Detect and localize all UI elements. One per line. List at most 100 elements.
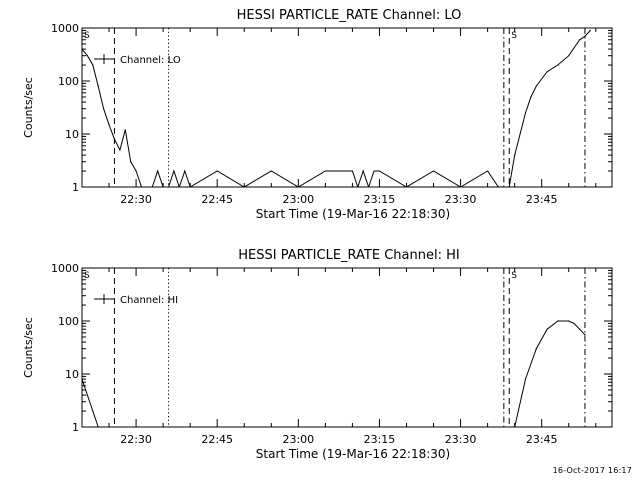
- series-line-0: [82, 30, 591, 187]
- legend-label: Channel: LO: [120, 55, 181, 66]
- data-point: [568, 320, 570, 322]
- y-tick-label: 1: [72, 421, 79, 434]
- data-point: [167, 186, 170, 187]
- data-point: [589, 29, 591, 32]
- data-point: [162, 186, 164, 187]
- data-point: [524, 112, 527, 114]
- data-point: [351, 170, 354, 172]
- x-tick-label: 23:00: [282, 433, 314, 446]
- legend-label: Channel: HI: [120, 295, 178, 306]
- x-tick-label: 23:45: [526, 193, 558, 206]
- data-point: [173, 170, 175, 172]
- y-tick-label: 100: [58, 75, 79, 88]
- footer-timestamp: 16-Oct-2017 16:17: [552, 466, 632, 475]
- chart-panel-0: HESSI PARTICLE_RATE Channel: LO 1 10 100 100…: [22, 8, 613, 221]
- data-point: [113, 138, 116, 140]
- data-point: [378, 170, 381, 172]
- data-point: [146, 186, 148, 187]
- data-point: [189, 186, 191, 187]
- data-point: [216, 170, 218, 172]
- data-point: [297, 186, 299, 187]
- data-point: [270, 170, 272, 172]
- data-point: [130, 161, 132, 163]
- y-axis-label: Counts/sec: [22, 77, 35, 138]
- data-point: [530, 96, 532, 98]
- data-point: [535, 348, 537, 350]
- y-axis-label: Counts/sec: [22, 317, 35, 378]
- data-point: [373, 170, 375, 172]
- data-point: [578, 39, 581, 41]
- data-point: [92, 64, 94, 66]
- data-point: [119, 149, 121, 151]
- x-axis-label: Start Time (19-Mar-16 22:18:30): [256, 447, 450, 461]
- y-tick-label: 10: [65, 368, 79, 381]
- x-tick-label: 23:15: [364, 433, 396, 446]
- data-point: [368, 186, 370, 187]
- data-point: [151, 186, 153, 187]
- data-point: [557, 64, 559, 66]
- y-tick-label: 100: [58, 315, 79, 328]
- data-point: [324, 170, 326, 172]
- data-point: [524, 378, 527, 380]
- data-point: [508, 186, 510, 187]
- chart-title: HESSI PARTICLE_RATE Channel: LO: [237, 8, 462, 23]
- data-point: [432, 170, 435, 172]
- data-point: [584, 35, 586, 37]
- data-point: [124, 129, 126, 131]
- data-point: [184, 170, 186, 172]
- chart-title: HESSI PARTICLE_RATE Channel: HI: [238, 248, 459, 263]
- x-tick-label: 23:15: [364, 193, 396, 206]
- x-axis-label: Start Time (19-Mar-16 22:18:30): [256, 207, 450, 221]
- data-point: [97, 85, 99, 87]
- data-point: [157, 170, 159, 172]
- data-point: [405, 186, 408, 187]
- data-point: [546, 71, 548, 73]
- data-point: [535, 85, 537, 87]
- x-tick-label: 23:00: [282, 193, 314, 206]
- data-point: [514, 426, 516, 427]
- x-tick-label: 23:30: [445, 193, 477, 206]
- data-point: [503, 186, 505, 187]
- y-tick-label: 10: [65, 128, 79, 141]
- data-point: [514, 154, 516, 156]
- data-point: [584, 334, 586, 336]
- data-point: [82, 48, 83, 50]
- x-tick-label: 22:30: [120, 193, 152, 206]
- data-point: [357, 186, 359, 187]
- event-annotation: S: [511, 31, 517, 41]
- data-point: [459, 186, 462, 187]
- data-point: [519, 133, 521, 135]
- data-point: [108, 124, 110, 126]
- data-point: [568, 55, 570, 57]
- data-point: [578, 328, 581, 330]
- data-point: [487, 170, 489, 172]
- data-point: [557, 320, 559, 322]
- y-tick-label: 1000: [51, 22, 79, 35]
- data-point: [86, 55, 89, 57]
- x-tick-label: 22:30: [120, 433, 152, 446]
- y-tick-label: 1000: [51, 262, 79, 275]
- data-point: [178, 186, 180, 187]
- x-tick-label: 23:30: [445, 433, 477, 446]
- plot-frame: [81, 267, 613, 428]
- data-point: [497, 186, 500, 187]
- data-point: [103, 108, 105, 110]
- data-point: [135, 170, 137, 172]
- series-line-1: [514, 320, 586, 427]
- event-annotation: S: [84, 271, 90, 281]
- data-point: [82, 378, 83, 380]
- data-point: [243, 186, 245, 187]
- series-line-0: [82, 378, 99, 427]
- data-point: [97, 426, 99, 427]
- data-point: [92, 410, 94, 412]
- x-tick-label: 22:45: [201, 433, 233, 446]
- x-tick-label: 22:45: [201, 193, 233, 206]
- data-point: [573, 322, 575, 325]
- data-point: [362, 170, 364, 172]
- x-tick-label: 23:45: [526, 433, 558, 446]
- event-annotation: S: [511, 271, 517, 281]
- chart-panel-1: HESSI PARTICLE_RATE Channel: HI 1 10 100 100…: [22, 248, 613, 461]
- data-point: [546, 328, 548, 330]
- event-annotation: S: [84, 31, 90, 41]
- data-point: [140, 186, 143, 187]
